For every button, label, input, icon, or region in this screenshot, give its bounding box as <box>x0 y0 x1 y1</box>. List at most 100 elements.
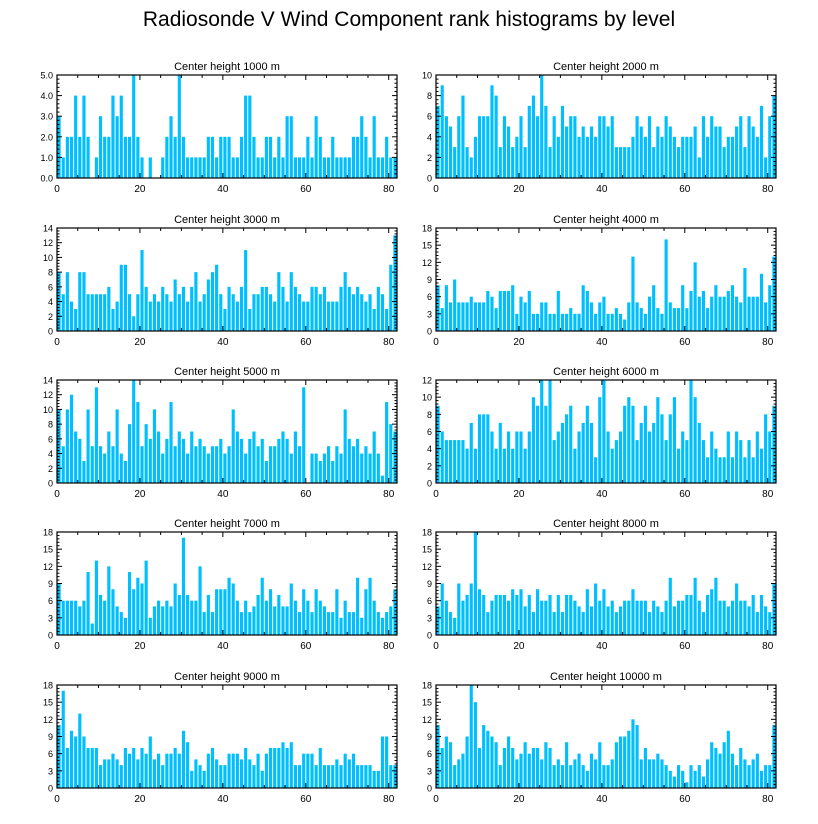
histogram-bar <box>652 422 656 483</box>
histogram-bar <box>231 753 235 788</box>
histogram-bar <box>772 256 776 331</box>
histogram-bar <box>511 747 515 788</box>
histogram-bar <box>227 446 231 483</box>
histogram-bar <box>322 606 327 635</box>
histogram-bar <box>689 594 693 635</box>
histogram-panel-2: Center height 2000 m 0 20 40 60 80 0 2 4 6 8 10 <box>422 61 777 195</box>
histogram-bar <box>331 460 335 483</box>
histogram-bar <box>477 116 482 178</box>
histogram-bar <box>239 136 244 178</box>
histogram-bar <box>747 116 751 178</box>
histogram-bar <box>697 422 701 483</box>
histogram-bar <box>623 736 627 788</box>
histogram-bar <box>598 302 602 331</box>
histogram-bar <box>656 126 660 178</box>
histogram-bar <box>772 583 776 635</box>
histogram-bar <box>322 453 327 483</box>
y-tick-label: 0 <box>427 327 432 337</box>
histogram-bar <box>74 600 78 635</box>
histogram-bar <box>469 296 473 331</box>
y-tick-label: 6 <box>48 282 53 292</box>
histogram-bar <box>140 747 144 788</box>
y-tick-label: 10 <box>43 405 53 415</box>
histogram-bar <box>169 402 173 483</box>
x-tick-label: 80 <box>762 641 774 652</box>
histogram-bar <box>273 301 277 331</box>
histogram-bar <box>469 583 473 635</box>
histogram-bar <box>465 147 469 178</box>
histogram-bar <box>751 759 755 788</box>
histogram-bar <box>78 272 82 331</box>
histogram-bar <box>335 157 339 178</box>
histogram-bar <box>656 606 660 635</box>
histogram-bar <box>681 285 685 331</box>
histogram-bar <box>527 594 531 635</box>
histogram-bar <box>631 405 635 483</box>
y-tick-label: 8 <box>427 91 432 101</box>
histogram-bar <box>664 116 668 178</box>
x-tick-label: 20 <box>134 489 146 500</box>
histogram-bar <box>594 457 598 483</box>
histogram-bar <box>755 753 759 788</box>
histogram-bar <box>194 600 198 635</box>
histogram-bar <box>393 589 397 635</box>
histogram-bar <box>556 290 560 331</box>
x-tick-label: 60 <box>679 489 691 500</box>
histogram-bar <box>148 438 152 483</box>
histogram-bar <box>136 294 140 331</box>
histogram-bar <box>701 440 706 483</box>
histogram-bar <box>751 594 755 635</box>
histogram-bar <box>523 606 527 635</box>
histogram-bar <box>244 453 248 483</box>
histogram-bar <box>668 577 672 635</box>
histogram-bar <box>681 431 685 483</box>
histogram-bar <box>152 294 157 331</box>
histogram-bar <box>372 116 376 178</box>
histogram-bar <box>351 136 356 178</box>
histogram-bar <box>585 589 589 635</box>
y-tick-label: 4 <box>48 449 53 459</box>
histogram-bar <box>173 136 177 178</box>
x-tick-label: 20 <box>513 794 525 805</box>
y-tick-label: 5.0 <box>40 71 53 81</box>
histogram-bar <box>606 126 610 178</box>
histogram-bar <box>273 606 277 635</box>
histogram-bar <box>623 405 627 483</box>
histogram-bar <box>652 147 656 178</box>
histogram-bar <box>589 126 594 178</box>
plot-frame <box>56 74 398 179</box>
histogram-bar <box>239 612 244 635</box>
histogram-bar <box>144 560 148 635</box>
histogram-bar <box>264 460 268 483</box>
histogram-bar <box>502 290 506 331</box>
histogram-bar <box>376 612 380 635</box>
histogram-bar <box>573 313 577 331</box>
histogram-bar <box>347 438 351 483</box>
histogram-bar <box>107 759 111 788</box>
histogram-bar <box>318 747 322 788</box>
histogram-bar <box>536 405 540 483</box>
histogram-bar <box>552 440 556 483</box>
histogram-bar <box>701 116 706 178</box>
histogram-bar <box>127 136 132 178</box>
histogram-bar <box>202 446 206 483</box>
histogram-bar <box>210 747 215 788</box>
histogram-bar <box>536 116 540 178</box>
histogram-bar <box>318 460 322 483</box>
y-tick-label: 1.0 <box>40 153 53 163</box>
histogram-bar <box>726 730 730 788</box>
histogram-bar <box>772 725 776 788</box>
histogram-bar <box>556 594 560 635</box>
histogram-bar <box>610 116 614 178</box>
histogram-bar <box>297 294 302 331</box>
histogram-bar <box>577 606 581 635</box>
histogram-bar <box>380 157 385 178</box>
histogram-bar <box>389 264 393 331</box>
y-tick-label: 6 <box>48 596 53 606</box>
histogram-bar <box>747 440 751 483</box>
histogram-bar <box>560 313 565 331</box>
histogram-bar <box>498 594 502 635</box>
histogram-bar <box>314 589 318 635</box>
histogram-bar <box>82 600 86 635</box>
histogram-bar <box>360 294 364 331</box>
